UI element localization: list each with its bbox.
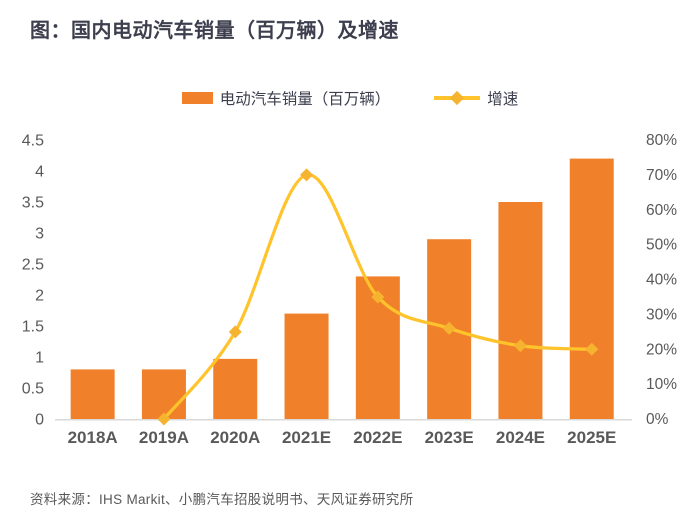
sales-bar [141, 369, 186, 419]
y-left-tick-label: 0.5 [22, 381, 44, 398]
x-category-label: 2018A [68, 428, 118, 447]
legend-bar-swatch-icon [181, 92, 213, 104]
growth-point-marker [300, 168, 314, 182]
legend-bar-label: 电动汽车销量（百万辆） [219, 91, 391, 108]
x-category-label: 2021E [282, 428, 331, 447]
x-category-label: 2022E [353, 428, 402, 447]
growth-point-marker [157, 412, 171, 426]
legend-line-label: 增速 [487, 91, 519, 108]
y-left-tick-label: 4 [35, 164, 44, 181]
y-right-tick-label: 40% [646, 272, 677, 289]
y-right-tick-label: 30% [646, 306, 677, 323]
growth-point-marker [228, 325, 242, 339]
y-right-tick-label: 60% [646, 202, 677, 219]
y-right-tick-label: 20% [646, 341, 677, 358]
y-left-tick-label: 4.5 [22, 133, 44, 150]
y-left-tick-label: 0 [35, 412, 44, 429]
legend-diamond-marker-icon [450, 90, 465, 105]
growth-point-marker [442, 321, 456, 335]
y-right-tick-label: 10% [646, 376, 677, 393]
sales-bar [569, 158, 614, 419]
x-category-label: 2020A [210, 428, 260, 447]
x-category-label: 2024E [496, 428, 545, 447]
x-category-label: 2025E [567, 428, 616, 447]
sales-bar [284, 313, 329, 419]
x-category-label: 2019A [139, 428, 189, 447]
chart-legend: 电动汽车销量（百万辆） 增速 [0, 87, 700, 109]
y-left-tick-label: 2 [35, 288, 44, 305]
y-left-tick-label: 1 [35, 350, 44, 367]
y-left-tick-label: 3 [35, 226, 44, 243]
y-left-tick-label: 3.5 [22, 195, 44, 212]
figure-title: 图：国内电动汽车销量（百万辆）及增速 [30, 20, 399, 42]
y-right-tick-label: 80% [646, 132, 677, 149]
sales-bar [498, 202, 543, 419]
y-right-tick-label: 0% [646, 411, 669, 428]
source-note: 资料来源：IHS Markit、小鹏汽车招股说明书、天风证券研究所 [30, 492, 414, 507]
growth-point-marker [513, 339, 527, 353]
y-left-tick-label: 2.5 [22, 257, 44, 274]
growth-point-marker [371, 290, 385, 304]
legend-line-swatch-icon [434, 90, 481, 105]
growth-point-marker [585, 342, 599, 356]
sales-bar [213, 358, 258, 419]
y-left-tick-label: 1.5 [22, 319, 44, 336]
x-category-label: 2023E [425, 428, 474, 447]
sales-bar [70, 369, 115, 419]
combo-chart: 0 0.5 1 1.5 2 2.5 3 3.5 4 4.5 0% 10% 20% 30% 40% 50% 60%… [22, 132, 677, 447]
y-right-tick-label: 50% [646, 237, 677, 254]
y-right-tick-label: 70% [646, 167, 677, 184]
